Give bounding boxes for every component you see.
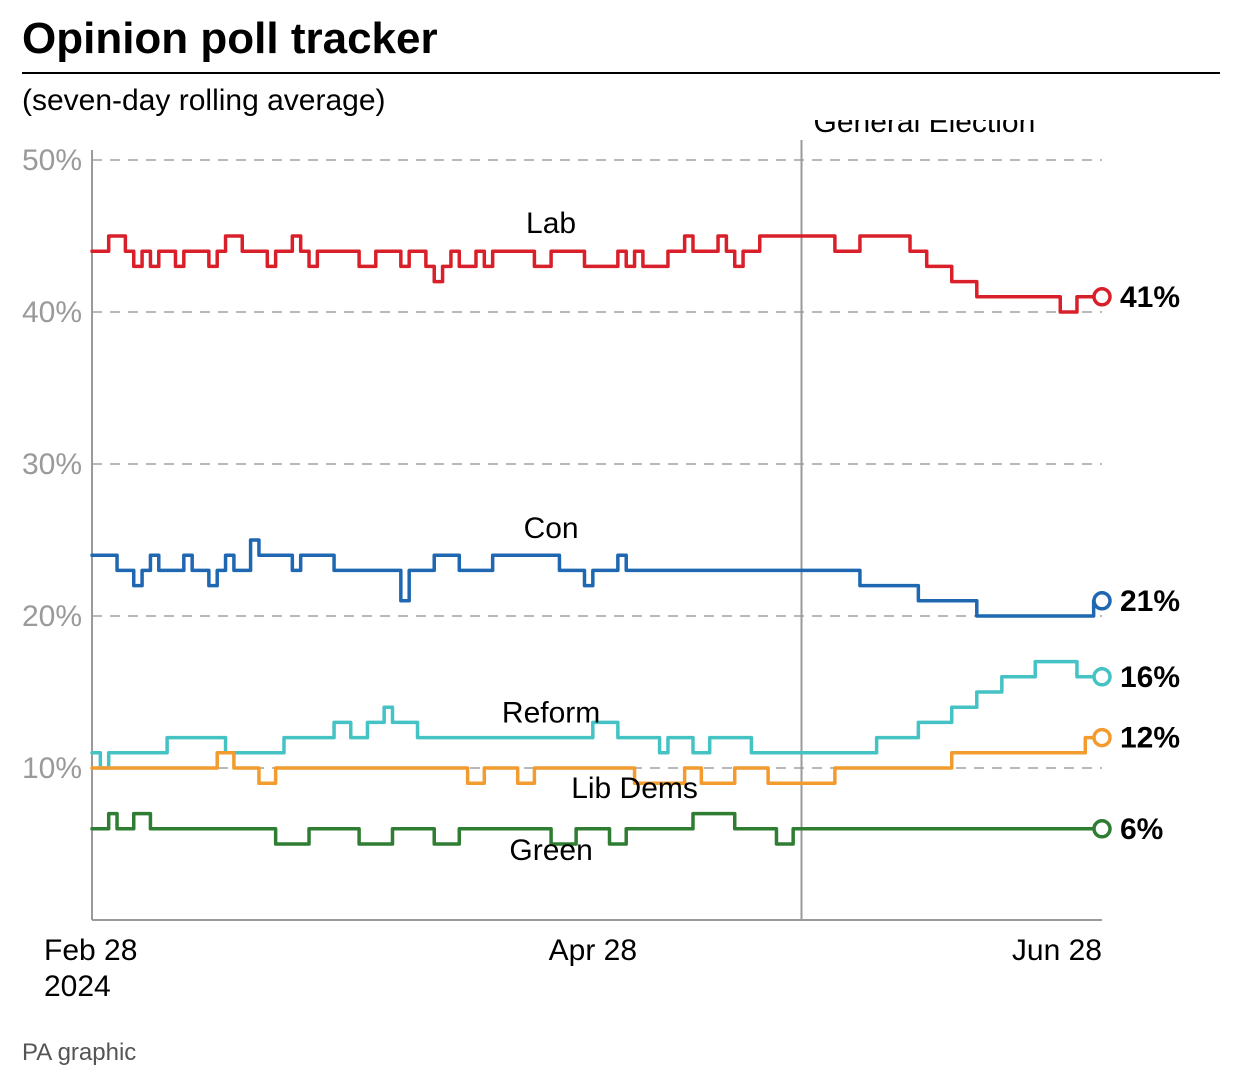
- series-line-green: [92, 814, 1102, 844]
- series-label-lab: Lab: [526, 207, 576, 240]
- end-marker-reform: [1094, 669, 1110, 685]
- ytick-label: 20%: [22, 600, 82, 633]
- series-label-con: Con: [524, 512, 579, 545]
- chart-area: 10%20%30%40%50%Rishi Sunak callsGeneral …: [22, 120, 1220, 1020]
- ytick-label: 30%: [22, 448, 82, 481]
- end-marker-lib-dems: [1094, 730, 1110, 746]
- end-marker-lab: [1094, 289, 1110, 305]
- series-label-lib-dems: Lib Dems: [571, 772, 698, 805]
- ytick-label: 50%: [22, 144, 82, 177]
- credit-text: PA graphic: [22, 1039, 136, 1067]
- series-line-con: [92, 540, 1102, 616]
- xtick-label: Apr 28: [549, 934, 637, 967]
- annotation-text: General Election: [814, 120, 1036, 139]
- series-line-lab: [92, 236, 1102, 312]
- end-marker-con: [1094, 593, 1110, 609]
- chart-title: Opinion poll tracker: [22, 14, 438, 64]
- title-rule: [22, 72, 1220, 74]
- ytick-label: 10%: [22, 752, 82, 785]
- end-label-con: 21%: [1120, 585, 1180, 618]
- end-marker-green: [1094, 821, 1110, 837]
- xtick-label: 2024: [44, 970, 111, 1003]
- poll-chart-svg: 10%20%30%40%50%Rishi Sunak callsGeneral …: [22, 120, 1220, 1020]
- xtick-label: Feb 28: [44, 934, 137, 967]
- series-label-green: Green: [509, 834, 592, 867]
- series-label-reform: Reform: [502, 697, 600, 730]
- xtick-label: Jun 28: [1012, 934, 1102, 967]
- end-label-lab: 41%: [1120, 281, 1180, 314]
- chart-subtitle: (seven-day rolling average): [22, 84, 386, 118]
- poll-tracker-page: Opinion poll tracker (seven-day rolling …: [0, 0, 1242, 1085]
- ytick-label: 40%: [22, 296, 82, 329]
- end-label-reform: 16%: [1120, 661, 1180, 694]
- end-label-green: 6%: [1120, 813, 1163, 846]
- end-label-lib-dems: 12%: [1120, 722, 1180, 755]
